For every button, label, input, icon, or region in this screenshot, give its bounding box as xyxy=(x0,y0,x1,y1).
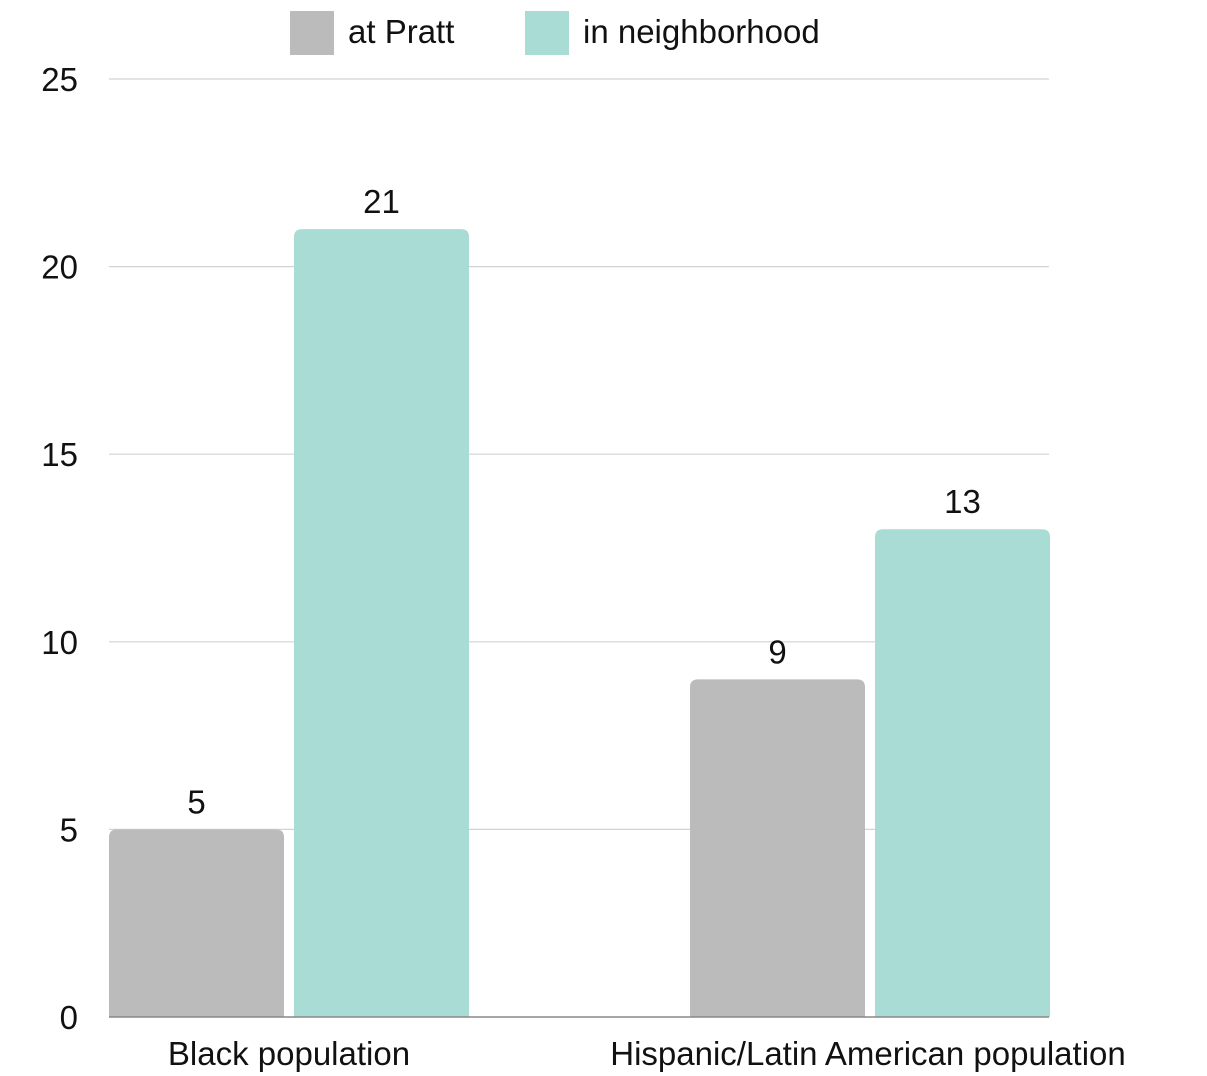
legend-label-at-pratt: at Pratt xyxy=(348,13,454,50)
bar-value-label: 9 xyxy=(768,633,786,670)
legend-swatch-in-neighborhood xyxy=(525,11,569,55)
y-axis-ticks: 0 5 10 15 20 25 xyxy=(41,61,78,1036)
bars xyxy=(109,229,1050,1017)
legend-swatch-at-pratt xyxy=(290,11,334,55)
y-tick-label: 25 xyxy=(41,61,78,98)
data-labels: 5 21 9 13 xyxy=(187,183,981,820)
y-tick-label: 0 xyxy=(60,999,78,1036)
bar xyxy=(690,679,865,1017)
bar-value-label: 21 xyxy=(363,183,400,220)
bar-value-label: 13 xyxy=(944,483,981,520)
category-label: Black population xyxy=(168,1035,410,1072)
bar xyxy=(875,529,1050,1017)
category-label: Hispanic/Latin American population xyxy=(610,1035,1125,1072)
legend: at Pratt in neighborhood xyxy=(290,11,820,55)
y-tick-label: 20 xyxy=(41,249,78,286)
y-tick-label: 15 xyxy=(41,436,78,473)
legend-label-in-neighborhood: in neighborhood xyxy=(583,13,820,50)
bar xyxy=(294,229,469,1017)
bar xyxy=(109,829,284,1017)
bar-value-label: 5 xyxy=(187,783,205,820)
y-tick-label: 5 xyxy=(60,811,78,848)
y-tick-label: 10 xyxy=(41,624,78,661)
category-labels: Black population Hispanic/Latin American … xyxy=(168,1035,1126,1072)
